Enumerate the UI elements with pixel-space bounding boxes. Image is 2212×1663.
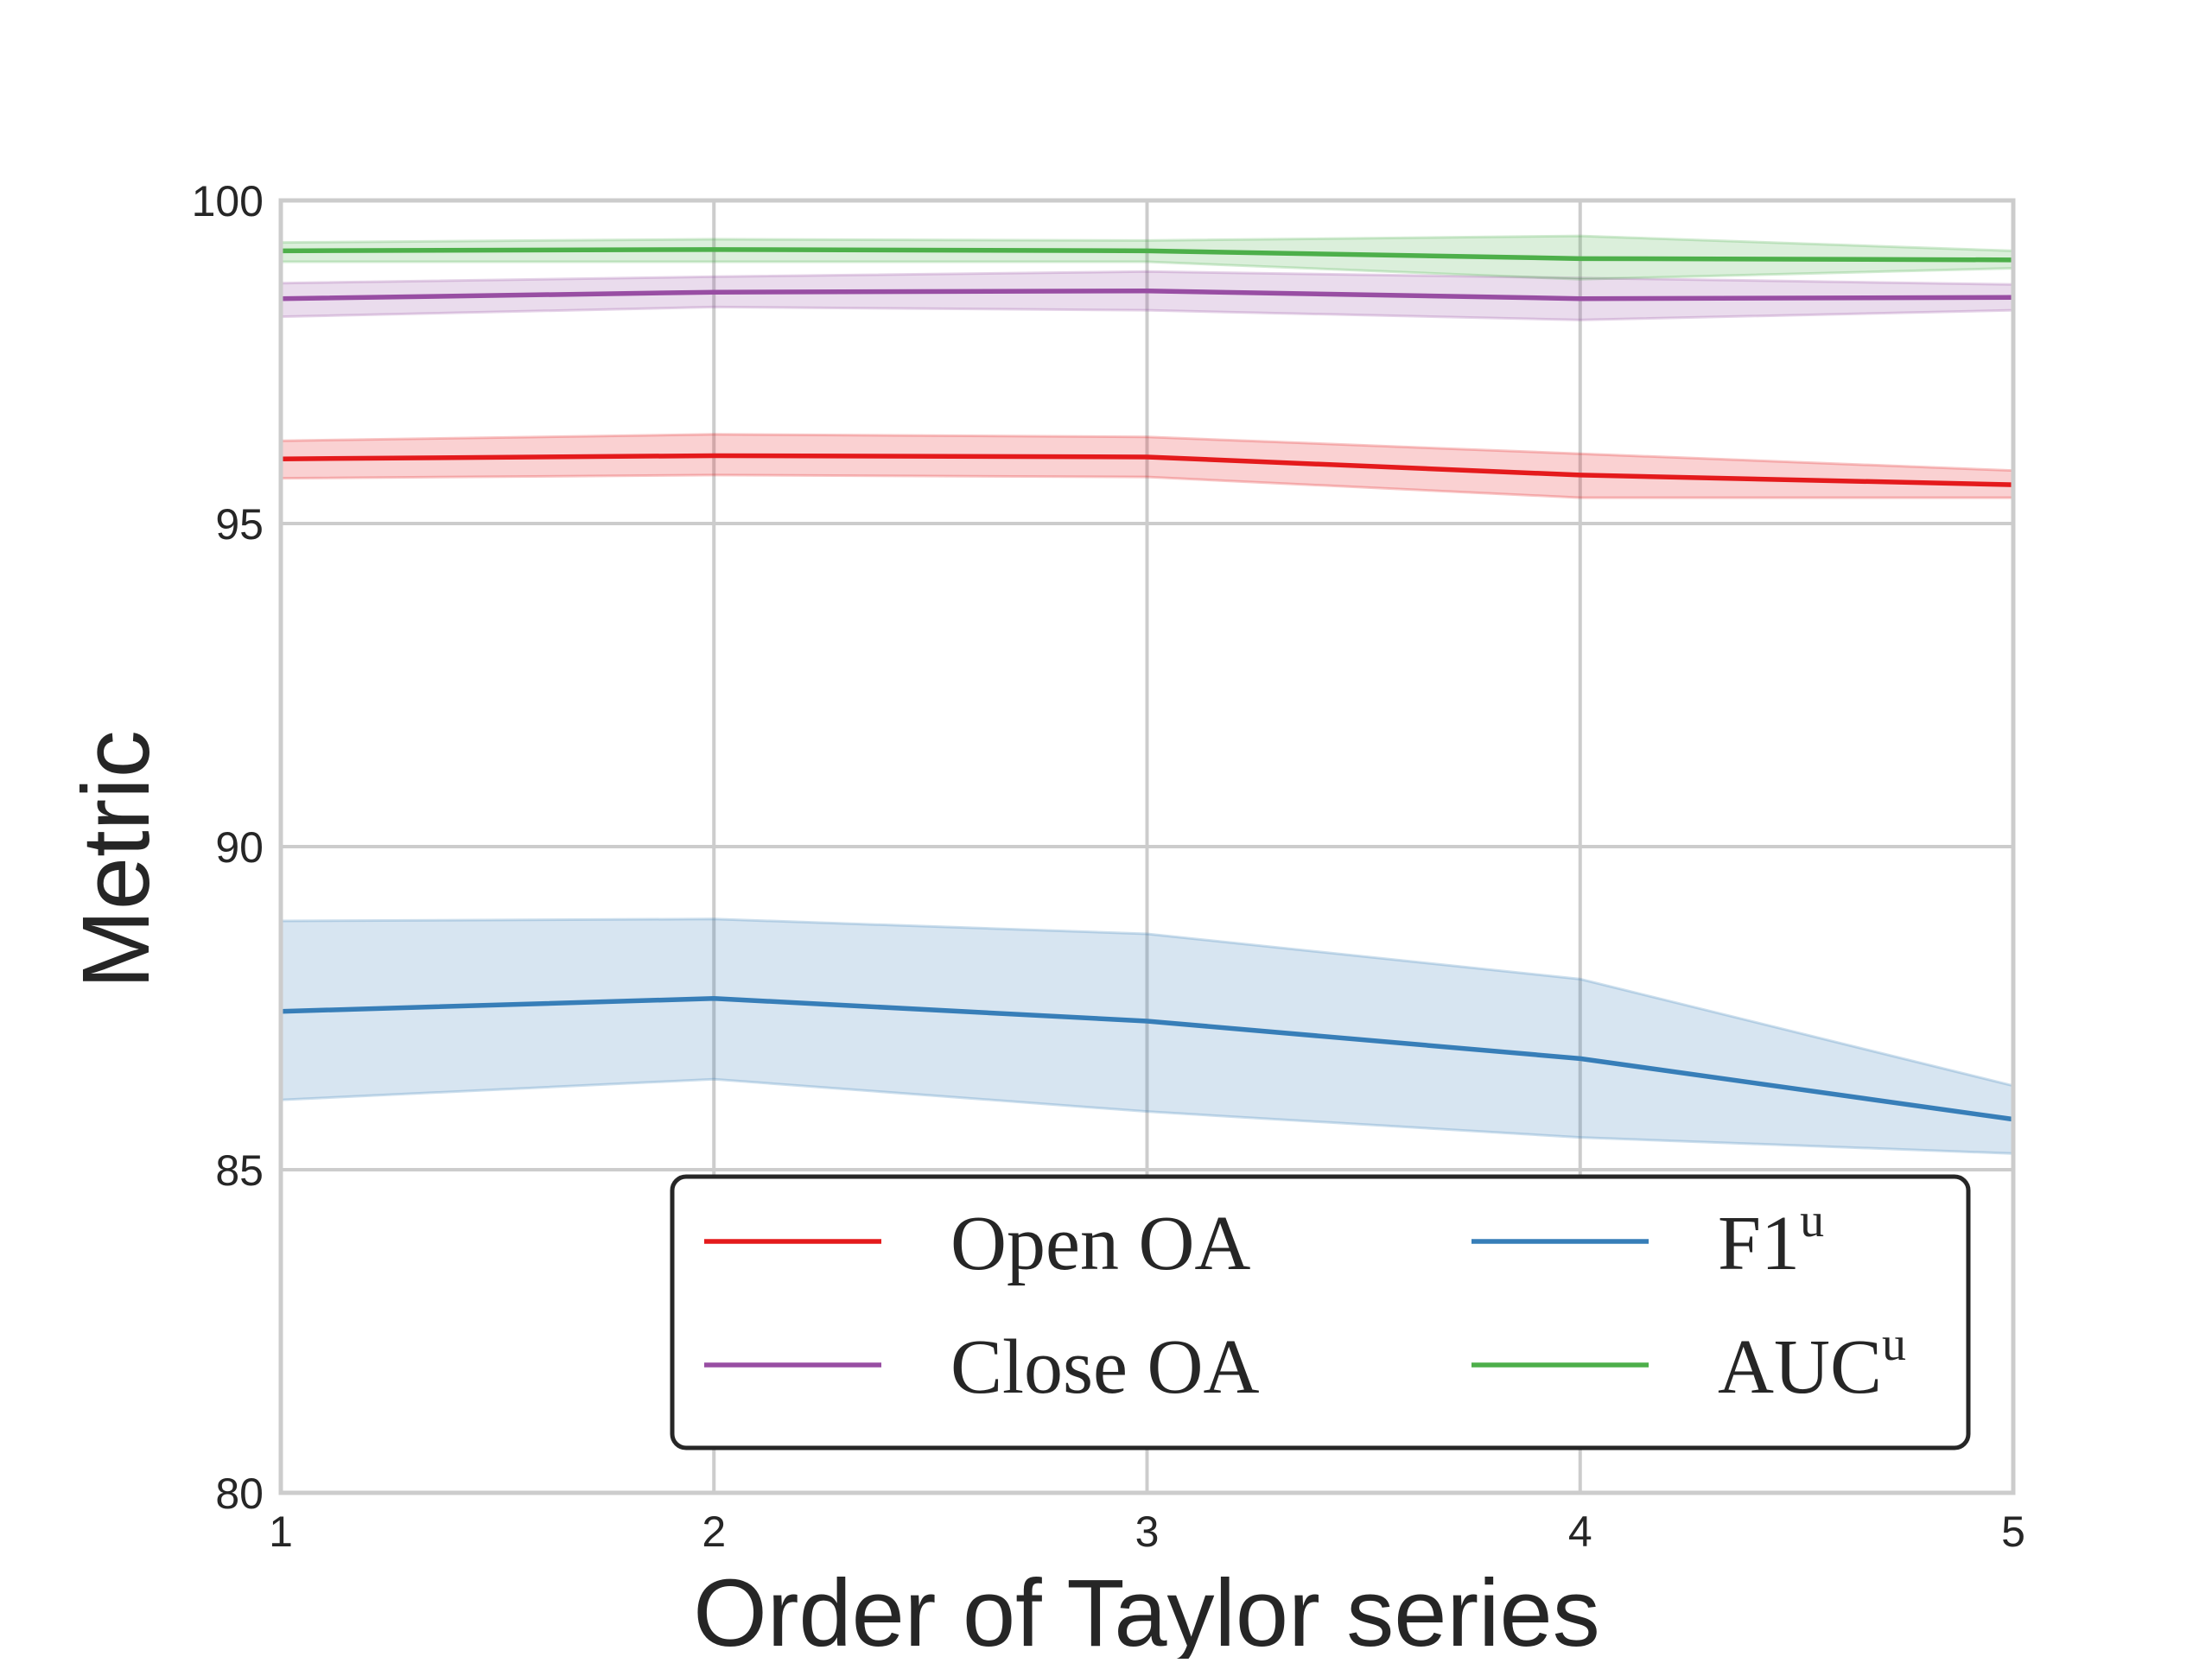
y-tick-label: 80: [215, 1469, 264, 1518]
legend: Open OA Close OA F1u AUCu: [670, 1174, 1971, 1450]
y-tick-label: 90: [215, 823, 264, 872]
y-tick-label: 85: [215, 1146, 264, 1195]
series-lines: [280, 247, 2014, 1122]
legend-label-f1u: F1u: [1718, 1194, 1824, 1286]
x-tick-label: 4: [1568, 1507, 1592, 1556]
line-aucu: [280, 247, 2014, 263]
tick-labels: 1 2 3 4 5 80 85 90 95 100: [192, 177, 2025, 1556]
line-open-oa: [280, 453, 2014, 487]
y-tick-label: 100: [192, 177, 264, 225]
line-f1u: [280, 996, 2014, 1122]
legend-box: [670, 1174, 1971, 1450]
legend-label-close-oa: Close OA: [950, 1324, 1260, 1410]
y-tick-label: 95: [215, 500, 264, 549]
x-tick-label: 2: [702, 1507, 726, 1556]
x-tick-label: 3: [1135, 1507, 1160, 1556]
x-tick-label: 5: [2001, 1507, 2025, 1556]
legend-label-aucu: AUCu: [1718, 1317, 1906, 1410]
x-axis-label: Order of Taylor series: [693, 1560, 1599, 1659]
legend-label-open-oa: Open OA: [950, 1201, 1250, 1286]
line-close-oa: [280, 288, 2014, 301]
x-tick-label: 1: [269, 1507, 293, 1556]
plot-frame: [278, 198, 2016, 1495]
y-axis-label: Metric: [63, 730, 169, 988]
